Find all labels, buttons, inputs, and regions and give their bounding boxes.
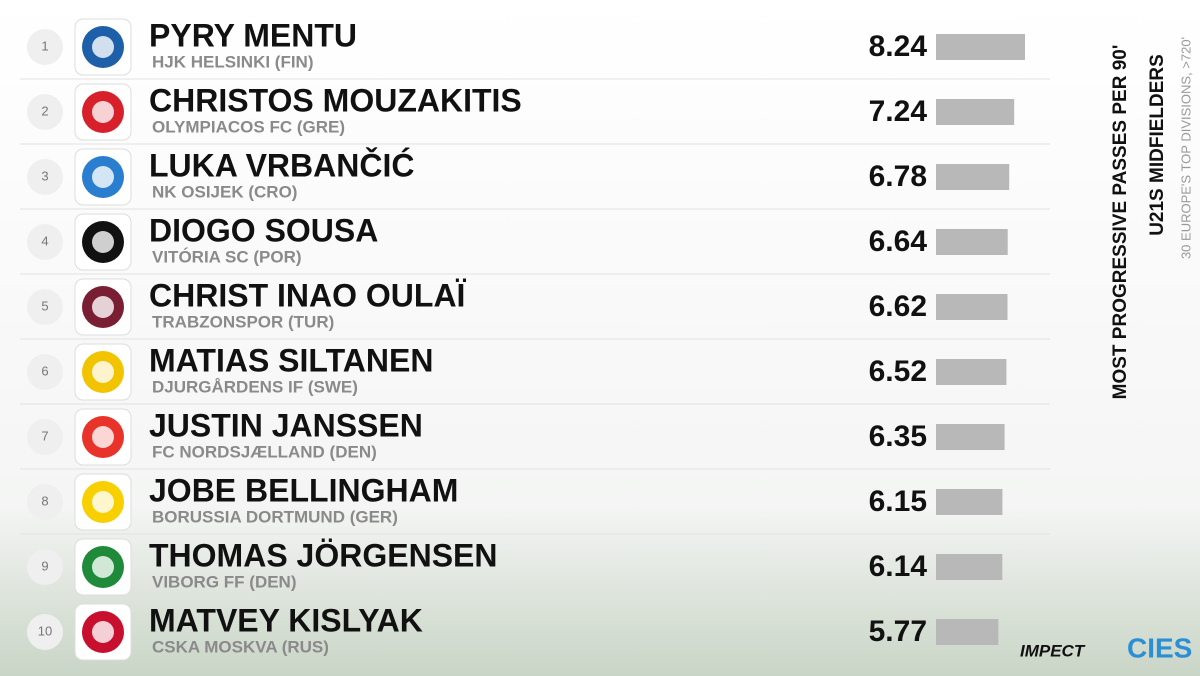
rank: 2 xyxy=(41,103,48,118)
value-label: 8.24 xyxy=(869,30,928,63)
rank: 7 xyxy=(41,428,48,443)
rank: 5 xyxy=(41,298,48,313)
bar xyxy=(936,99,1015,125)
player-name: JOBE BELLINGHAM xyxy=(149,472,458,508)
bar xyxy=(936,229,1008,255)
bar xyxy=(936,489,1003,515)
rank: 3 xyxy=(41,168,48,183)
note: 30 EUROPE'S TOP DIVISIONS, >720' xyxy=(1178,37,1193,259)
rank-badge xyxy=(27,419,63,455)
club-name: DJURGÅRDENS IF (SWE) xyxy=(152,377,358,396)
club-logo-inner xyxy=(92,36,114,58)
player-name: MATVEY KISLYAK xyxy=(149,602,423,638)
rank-badge xyxy=(27,224,63,260)
title: MOST PROGRESSIVE PASSES PER 90' xyxy=(1110,45,1131,400)
rank-badge xyxy=(27,289,63,325)
value-label: 6.64 xyxy=(869,225,928,258)
brand-logo: IMPECT xyxy=(1020,641,1086,660)
club-logo-inner xyxy=(92,166,114,188)
rank-badge xyxy=(27,549,63,585)
value-label: 6.35 xyxy=(869,420,927,453)
value-label: 6.15 xyxy=(869,485,927,518)
rank-badge xyxy=(27,614,63,650)
club-name: VITÓRIA SC (POR) xyxy=(152,247,302,266)
bar xyxy=(936,34,1025,60)
player-name: LUKA VRBANČIĆ xyxy=(149,147,414,183)
player-name: MATIAS SILTANEN xyxy=(149,342,433,378)
rank-badge xyxy=(27,159,63,195)
club-logo-inner xyxy=(92,556,114,578)
rank-badge xyxy=(27,484,63,520)
player-name: PYRY MENTU xyxy=(149,17,357,53)
bar xyxy=(936,359,1007,385)
club-logo-inner xyxy=(92,101,114,123)
value-label: 6.52 xyxy=(869,355,927,388)
club-name: TRABZONSPOR (TUR) xyxy=(152,312,334,331)
bar xyxy=(936,619,999,645)
bar xyxy=(936,554,1003,580)
club-name: BORUSSIA DORTMUND (GER) xyxy=(152,507,398,526)
rank: 6 xyxy=(41,363,48,378)
club-name: VIBORG FF (DEN) xyxy=(152,572,297,591)
club-logo-inner xyxy=(92,491,114,513)
value-label: 6.62 xyxy=(869,290,927,323)
bar xyxy=(936,164,1010,190)
rank: 4 xyxy=(41,233,48,248)
rank-badge xyxy=(27,354,63,390)
rank-badge xyxy=(27,94,63,130)
rank: 9 xyxy=(41,558,48,573)
subtitle: U21S MIDFIELDERS xyxy=(1147,54,1168,236)
value-label: 5.77 xyxy=(869,615,927,648)
player-name: JUSTIN JANSSEN xyxy=(149,407,423,443)
club-name: HJK HELSINKI (FIN) xyxy=(152,52,314,71)
player-name: DIOGO SOUSA xyxy=(149,212,378,248)
player-name: CHRISTOS MOUZAKITIS xyxy=(149,82,522,118)
club-logo-inner xyxy=(92,231,114,253)
club-name: OLYMPIACOS FC (GRE) xyxy=(152,117,345,136)
club-name: FC NORDSJÆLLAND (DEN) xyxy=(152,442,377,461)
rank: 10 xyxy=(38,623,52,638)
club-logo-inner xyxy=(92,361,114,383)
rank: 8 xyxy=(41,493,48,508)
club-name: CSKA MOSKVA (RUS) xyxy=(152,637,329,656)
player-name: CHRIST INAO OULAÏ xyxy=(149,277,467,313)
value-label: 7.24 xyxy=(869,95,928,128)
club-logo-inner xyxy=(92,426,114,448)
bar xyxy=(936,294,1008,320)
player-name: THOMAS JÖRGENSEN xyxy=(149,537,497,573)
value-label: 6.14 xyxy=(869,550,928,583)
rank: 1 xyxy=(41,38,48,53)
bar xyxy=(936,424,1005,450)
brand-logo: CIES xyxy=(1127,632,1192,663)
rank-badge xyxy=(27,29,63,65)
value-label: 6.78 xyxy=(869,160,927,193)
club-logo-inner xyxy=(92,621,114,643)
club-name: NK OSIJEK (CRO) xyxy=(152,182,297,201)
club-logo-inner xyxy=(92,296,114,318)
